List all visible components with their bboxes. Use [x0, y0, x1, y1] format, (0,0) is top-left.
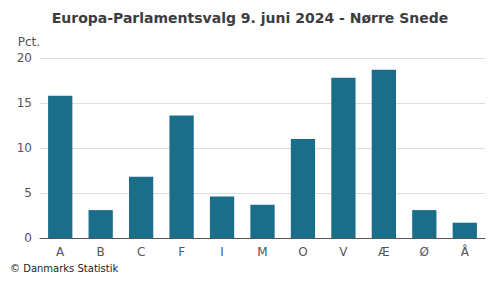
- svg-text:Å: Å: [461, 244, 470, 259]
- svg-text:C: C: [137, 245, 145, 259]
- svg-text:15: 15: [17, 96, 32, 110]
- svg-text:Europa-Parlamentsvalg 9. juni: Europa-Parlamentsvalg 9. juni 2024 - Nør…: [52, 10, 449, 26]
- svg-text:Ø: Ø: [420, 245, 429, 259]
- svg-text:I: I: [220, 245, 224, 259]
- svg-text:0: 0: [24, 231, 32, 245]
- svg-text:20: 20: [17, 51, 32, 65]
- svg-text:© Danmarks Statistik: © Danmarks Statistik: [10, 263, 119, 274]
- svg-text:Æ: Æ: [378, 245, 390, 259]
- svg-text:A: A: [56, 245, 65, 259]
- svg-text:5: 5: [24, 186, 32, 200]
- svg-text:B: B: [97, 245, 105, 259]
- svg-text:M: M: [257, 245, 267, 259]
- svg-text:F: F: [178, 245, 185, 259]
- svg-text:V: V: [339, 245, 348, 259]
- svg-text:Pct.: Pct.: [18, 35, 40, 49]
- svg-text:10: 10: [17, 141, 32, 155]
- svg-text:O: O: [298, 245, 307, 259]
